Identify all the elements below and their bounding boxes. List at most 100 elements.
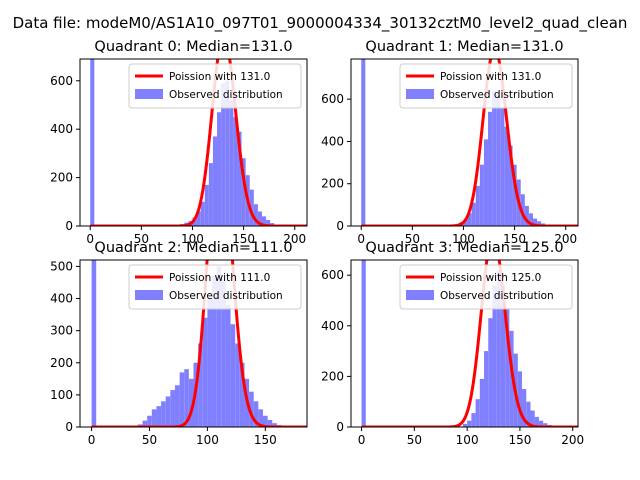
poisson-curve [361,260,578,427]
histogram-bar [537,221,542,226]
y-tick-label: 200 [50,356,73,370]
histogram-bar [361,59,366,226]
axes-frame [350,58,579,227]
histogram-bar [262,415,268,427]
y-tick-label: 400 [50,122,73,136]
y-tick-label: 400 [50,292,73,306]
histogram-bar [200,201,205,226]
histogram-bar [147,415,152,427]
histogram-bar [496,270,501,427]
y-tick-label: 400 [321,319,344,333]
histogram-bar [241,158,246,226]
x-tick-label: 0 [358,433,366,447]
histogram-bar [528,213,534,226]
legend-observed-label: Observed distribution [169,89,283,101]
histogram-bar [504,126,509,226]
y-tick-label: 300 [50,324,73,338]
histogram-bar [534,416,539,427]
histogram-bar [235,343,240,427]
x-tick-label: 150 [503,232,526,246]
figure-suptitle: Data file: modeM0/AS1A10_097T01_90000043… [13,14,628,33]
x-tick-label: 150 [254,433,277,447]
histogram-bar [467,213,472,226]
histogram-bar [483,139,489,226]
histogram-bar [249,189,254,226]
histogram-bar [207,298,213,427]
x-tick-label: 200 [554,232,577,246]
histogram-bar [208,163,213,226]
histogram-bar [202,317,208,427]
histogram-bar [488,111,493,226]
axes-frame [79,58,308,227]
x-tick-label: 150 [508,433,531,447]
histogram-bar [151,409,157,427]
histogram-bar [204,184,209,226]
histogram-bar [526,401,531,427]
legend-box [128,264,302,310]
histogram-bar [229,100,234,226]
quadrant-0-chart: 0 50 100 150 200 0 200 400 600 Quadrant 0: Median… [50,39,308,246]
quadrant-3-chart: 0 50 100 150 200 0 200 400 600 Quadrant 3: Median… [321,240,584,447]
axes-frame [350,259,579,428]
y-tick-label: 200 [321,177,344,191]
x-tick-label: 0 [88,433,96,447]
x-tick-label: 50 [142,433,157,447]
histogram-bar [533,218,538,226]
legend-poisson-label: Poission with 131.0 [440,71,541,83]
histogram-bar [530,410,535,427]
histogram-bar [475,399,480,427]
histogram-bar [471,413,476,427]
histogram-bar [170,390,175,427]
histogram-bar [161,401,166,427]
quadrant-2-legend: Poission with 111.0 Observed distribution [128,264,302,310]
x-tick-label: 50 [407,433,422,447]
x-tick-label: 50 [134,232,149,246]
histogram-bar [492,285,497,427]
y-tick-label: 0 [65,219,73,233]
histogram-bar [225,304,231,427]
histogram-bar [475,185,480,226]
legend-box [399,264,573,310]
quadrant-2-histogram [91,260,291,427]
legend-box [128,63,302,109]
quadrant-1-chart: 0 50 100 150 200 0 200 400 600 Quadrant 1: Median… [321,39,579,246]
y-tick-label: 0 [65,420,73,434]
histogram-bar [258,409,263,427]
legend-poisson-label: Poission with 131.0 [169,71,270,83]
histogram-bar [221,83,226,226]
quadrant-1-legend: Poission with 131.0 Observed distribution [399,63,573,109]
legend-observed-swatch [406,290,434,300]
histogram-bar [221,279,226,427]
x-tick-label: 150 [232,232,255,246]
histogram-bar [239,362,245,427]
histogram-bar [257,211,263,226]
histogram-bar [156,406,162,427]
histogram-bar [90,59,95,226]
legend-poisson-label: Poission with 125.0 [440,272,541,284]
histogram-bar [196,211,201,226]
histogram-bar [91,260,97,427]
histogram-bar [467,420,472,427]
histogram-bar [266,219,271,226]
y-tick-label: 600 [50,74,73,88]
histogram-bar [272,423,277,427]
histogram-bar [509,330,514,427]
histogram-bar [488,318,493,427]
x-tick-label: 100 [456,433,479,447]
histogram-bar [174,385,180,427]
histogram-bar [184,369,189,427]
histogram-bar [512,164,517,226]
histogram-bar [216,266,222,427]
x-tick-label: 200 [561,433,584,447]
y-tick-label: 600 [321,92,344,106]
y-tick-label: 100 [50,388,73,402]
x-tick-label: 100 [452,232,475,246]
quadrant-0-histogram [90,59,299,226]
histogram-bar [237,131,242,226]
legend-observed-swatch [135,290,163,300]
quadrant-3-legend: Poission with 125.0 Observed distribution [399,264,573,310]
legend-observed-swatch [135,89,163,99]
legend-observed-swatch [406,89,434,99]
y-tick-label: 500 [50,259,73,273]
histogram-bar [212,136,218,226]
